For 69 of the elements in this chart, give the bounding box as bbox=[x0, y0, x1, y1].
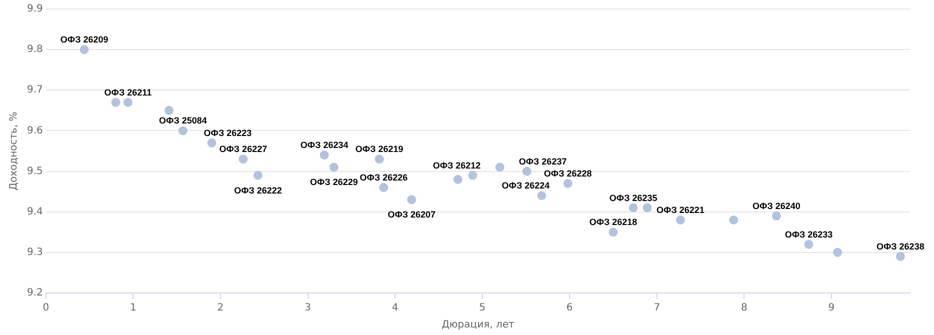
point bbox=[729, 215, 738, 224]
point bbox=[833, 248, 842, 257]
annotation: ОФЗ 26240 bbox=[752, 200, 800, 211]
y-tick-label: 9.3 bbox=[26, 247, 43, 258]
x-axis-title: Дюрация, лет bbox=[442, 320, 514, 331]
annotation: ОФЗ 25084 bbox=[159, 116, 207, 126]
point bbox=[628, 203, 638, 212]
annotation: ОФЗ 26219 bbox=[355, 144, 404, 154]
point bbox=[374, 154, 384, 164]
y-tick-label: 9.9 bbox=[26, 4, 43, 15]
point bbox=[537, 191, 546, 200]
annotation: ОФЗ 26224 bbox=[502, 180, 550, 191]
point bbox=[254, 170, 262, 180]
point bbox=[495, 162, 504, 172]
x-tick-label: 2 bbox=[217, 302, 224, 314]
y-tick-label: 9.5 bbox=[26, 166, 43, 177]
x-tick-label: 5 bbox=[479, 302, 486, 314]
annotation: ОФЗ 26223 bbox=[204, 128, 252, 138]
point bbox=[379, 183, 388, 192]
annotation: ОФЗ 26233 bbox=[784, 229, 833, 240]
annotation: ОФЗ 26212 bbox=[432, 160, 481, 170]
y-tick-label: 9.4 bbox=[26, 206, 43, 218]
point bbox=[676, 215, 685, 224]
x-tick-label: 4 bbox=[392, 302, 398, 314]
point bbox=[123, 98, 132, 107]
point bbox=[804, 240, 814, 249]
annotation: ОФЗ 26207 bbox=[388, 210, 436, 220]
point bbox=[642, 203, 652, 212]
x-tick-label: 8 bbox=[740, 302, 748, 314]
annotation: ОФЗ 26237 bbox=[518, 156, 567, 166]
annotation: ОФЗ 26226 bbox=[360, 172, 408, 182]
y-tick-label: 9.7 bbox=[26, 84, 43, 96]
annotation: ОФЗ 26209 bbox=[60, 34, 108, 45]
point bbox=[238, 154, 248, 164]
annotation: ОФЗ 26222 bbox=[234, 185, 282, 196]
point bbox=[329, 162, 338, 172]
point bbox=[772, 211, 781, 220]
point bbox=[563, 178, 572, 188]
point bbox=[453, 174, 462, 184]
annotation: ОФЗ 26234 bbox=[300, 140, 348, 150]
annotation: ОФЗ 26238 bbox=[876, 241, 924, 252]
point bbox=[207, 138, 216, 148]
point bbox=[522, 166, 532, 176]
annotation: ОФЗ 26228 bbox=[544, 168, 592, 178]
x-tick-label: 1 bbox=[130, 302, 136, 314]
x-tick-label: 0 bbox=[42, 302, 50, 314]
x-tick-label: 3 bbox=[304, 302, 311, 314]
point bbox=[111, 98, 120, 107]
point bbox=[320, 150, 329, 160]
annotation: ОФЗ 26221 bbox=[656, 204, 704, 215]
point bbox=[407, 195, 416, 204]
annotation: ОФЗ 26227 bbox=[219, 144, 268, 154]
annotation: ОФЗ 26218 bbox=[589, 217, 638, 228]
y-tick-label: 9.2 bbox=[26, 288, 43, 299]
y-axis-title: Доходность, % bbox=[8, 112, 20, 190]
y-tick-label: 9.8 bbox=[26, 44, 43, 56]
point bbox=[896, 252, 905, 261]
x-tick-label: 9 bbox=[828, 302, 835, 314]
point bbox=[178, 126, 188, 136]
annotation: ОФЗ 26235 bbox=[609, 192, 658, 203]
x-tick-label: 6 bbox=[566, 302, 573, 314]
y-tick-label: 9.6 bbox=[26, 125, 43, 136]
annotation: ОФЗ 26211 bbox=[104, 87, 152, 98]
point bbox=[164, 106, 174, 115]
point bbox=[80, 45, 89, 54]
x-tick-label: 7 bbox=[654, 302, 660, 314]
point bbox=[468, 170, 478, 180]
point bbox=[608, 228, 618, 237]
annotation: ОФЗ 26229 bbox=[310, 177, 358, 188]
